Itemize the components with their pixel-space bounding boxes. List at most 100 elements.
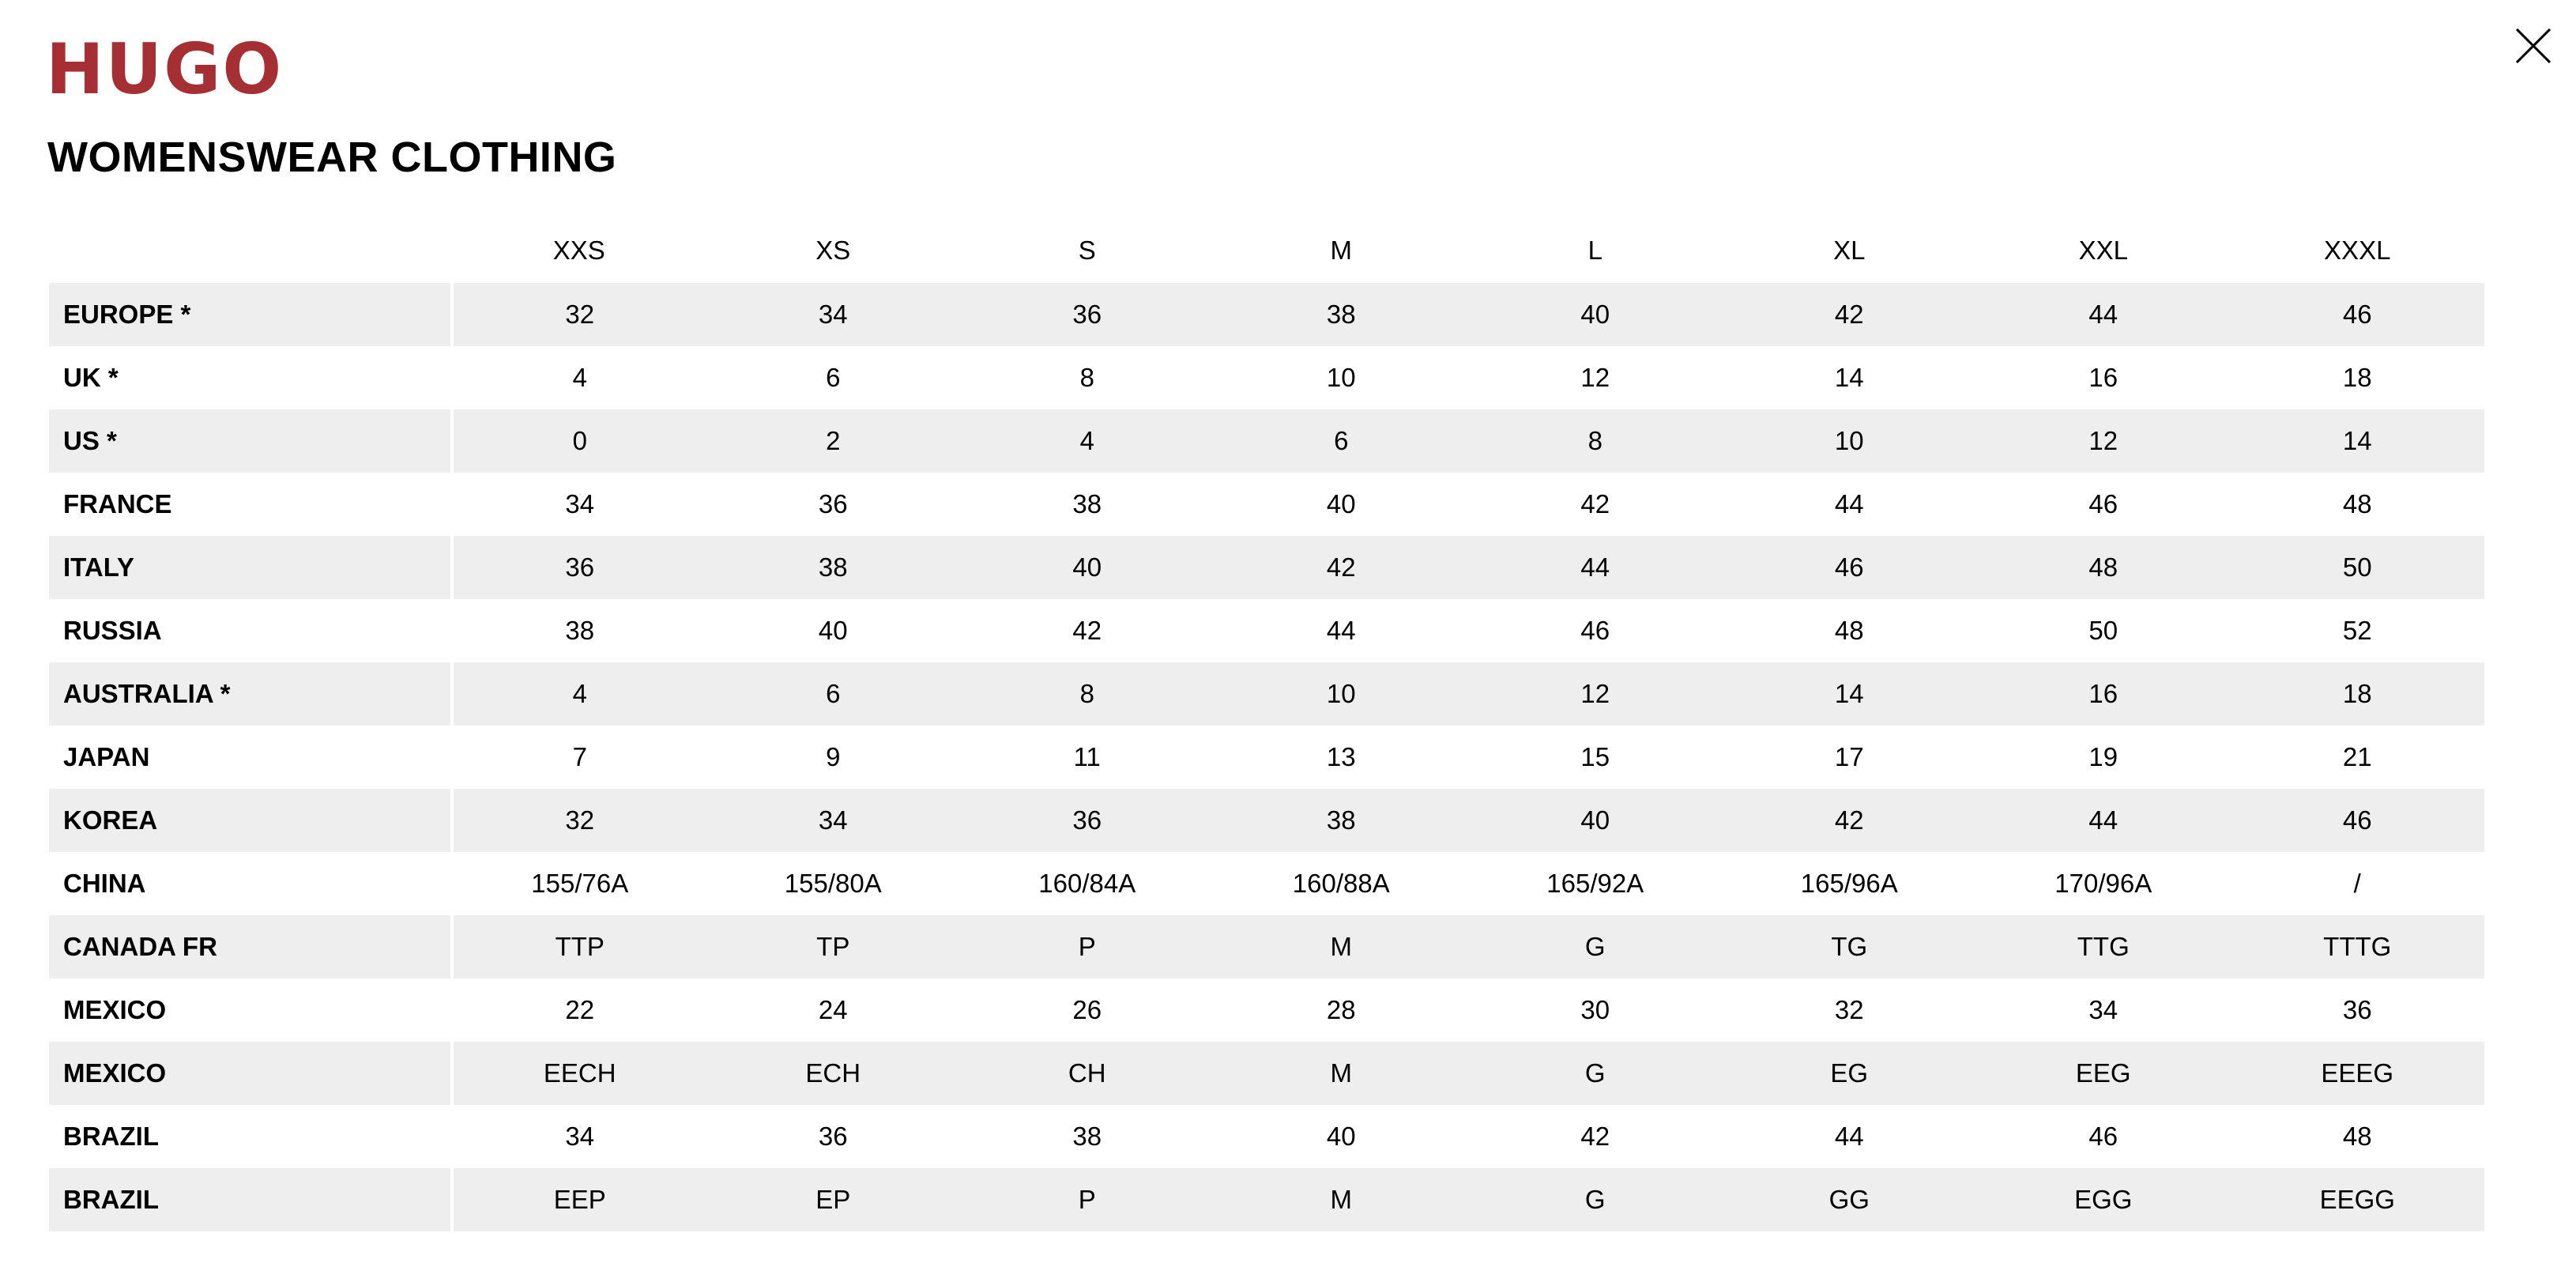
size-cell: 40 <box>1326 489 1356 518</box>
size-cell: 24 <box>818 995 848 1024</box>
size-cell: 22 <box>565 995 595 1024</box>
size-cell: 14 <box>1722 662 1976 726</box>
size-cell: 36 <box>960 789 1215 852</box>
size-cell: 40 <box>960 536 1215 599</box>
size-cell: CH <box>960 1042 1215 1105</box>
size-cell: 10 <box>1214 662 1468 726</box>
size-cell: 40 <box>1326 1122 1356 1151</box>
table-row: CHINA 155/76A 155/80A 160/84A 160/88A 165/92A… <box>49 852 2484 915</box>
size-cell: 160/84A <box>1038 869 1136 898</box>
region-label: EUROPE * <box>49 283 454 346</box>
size-cell: 44 <box>1468 536 1723 599</box>
region-label: UK * <box>49 346 454 409</box>
size-cell: 34 <box>706 283 960 346</box>
table-row: UK * 4 6 8 10 12 14 16 18 <box>49 346 2484 409</box>
size-cell: 4 <box>572 363 587 392</box>
size-cell: 160/88A <box>1292 869 1390 898</box>
size-cell: 40 <box>818 616 848 645</box>
table-row: KOREA 32 34 36 38 40 42 44 46 <box>49 789 2484 852</box>
size-cell: EEEG <box>2230 1042 2484 1105</box>
table-row: US * 0 2 4 6 8 10 12 14 <box>49 409 2484 473</box>
size-cell: 4 <box>452 662 706 726</box>
size-cell: 48 <box>1834 616 1864 645</box>
size-chart-table: XXS XS S M L XL XXL XXXL EUROPE * 32 34 36 38 40 42 44… <box>49 218 2486 1231</box>
size-cell: 42 <box>1580 489 1610 518</box>
size-cell: 46 <box>1580 616 1610 645</box>
size-cell: 52 <box>2342 616 2372 645</box>
size-cell: 34 <box>706 789 960 852</box>
size-cell: EP <box>706 1168 960 1231</box>
size-cell: EEP <box>452 1168 706 1231</box>
size-cell: EGG <box>1976 1168 2231 1231</box>
size-header: XXL <box>2078 236 2128 265</box>
table-row: MEXICO EECH ECH CH M G EG EEG EEEG <box>49 1042 2484 1105</box>
hugo-logo: HUGO <box>46 28 284 110</box>
size-cell: 28 <box>1326 995 1356 1024</box>
size-cell: 44 <box>1834 489 1864 518</box>
size-cell: 8 <box>1468 409 1723 473</box>
size-cell: G <box>1468 1168 1723 1231</box>
size-cell: 44 <box>1326 616 1356 645</box>
region-label: MEXICO <box>49 1042 454 1105</box>
size-cell: 19 <box>2088 742 2118 771</box>
size-cell: G <box>1468 915 1723 978</box>
region-label: CHINA <box>49 852 454 915</box>
size-cell: 18 <box>2230 662 2484 726</box>
size-header: XL <box>1833 236 1866 265</box>
size-cell: 42 <box>1722 789 1976 852</box>
table-row: CANADA FR TTP TP P M G TG TTG TTTG <box>49 915 2484 978</box>
size-cell: TTTG <box>2230 915 2484 978</box>
size-cell: 36 <box>818 1122 848 1151</box>
size-cell: 14 <box>1834 363 1864 392</box>
size-cell: P <box>960 915 1215 978</box>
page-title: WOMENSWEAR CLOTHING <box>47 134 617 181</box>
size-cell: 38 <box>1214 283 1468 346</box>
size-cell: 11 <box>1073 742 1101 771</box>
region-label: FRANCE <box>49 473 454 536</box>
size-cell: 44 <box>1834 1122 1864 1151</box>
size-cell: 46 <box>2088 1122 2118 1151</box>
size-cell: 12 <box>1580 363 1610 392</box>
size-cell: 38 <box>1214 789 1468 852</box>
size-cell: 42 <box>1214 536 1468 599</box>
size-cell: 50 <box>2230 536 2484 599</box>
size-cell: 40 <box>1468 283 1723 346</box>
size-cell: G <box>1468 1042 1723 1105</box>
size-cell: 6 <box>1214 409 1468 473</box>
size-cell: 8 <box>1079 363 1094 392</box>
table-row: JAPAN 7 9 11 13 15 17 19 21 <box>49 726 2484 789</box>
size-cell: 38 <box>1072 1122 1102 1151</box>
close-icon[interactable] <box>2515 28 2552 64</box>
size-cell: / <box>2353 869 2361 898</box>
size-cell: EEG <box>1976 1042 2231 1105</box>
size-header: L <box>1587 236 1602 265</box>
size-cell: 34 <box>565 489 595 518</box>
region-label: AUSTRALIA * <box>49 662 454 726</box>
region-label: CANADA FR <box>49 915 454 978</box>
table-row: MEXICO 22 24 26 28 30 32 34 36 <box>49 978 2484 1042</box>
size-cell: 50 <box>2088 616 2118 645</box>
size-cell: 32 <box>1834 995 1864 1024</box>
size-cell: 18 <box>2342 363 2372 392</box>
size-cell: M <box>1214 1168 1468 1231</box>
size-cell: 38 <box>565 616 595 645</box>
size-cell: 8 <box>960 662 1215 726</box>
size-cell: 32 <box>452 283 706 346</box>
size-cell: 165/96A <box>1800 869 1898 898</box>
size-cell: 2 <box>706 409 960 473</box>
region-label: BRAZIL <box>49 1168 454 1231</box>
size-cell: 155/76A <box>531 869 629 898</box>
size-cell: 12 <box>1976 409 2231 473</box>
region-label: KOREA <box>49 789 454 852</box>
size-cell: 13 <box>1326 742 1356 771</box>
size-cell: 40 <box>1468 789 1723 852</box>
size-cell: 34 <box>2088 995 2118 1024</box>
size-cell: 48 <box>1976 536 2231 599</box>
size-header: XS <box>815 236 851 265</box>
size-cell: 36 <box>818 489 848 518</box>
size-cell: 21 <box>2342 742 2372 771</box>
size-cell: 36 <box>452 536 706 599</box>
size-cell: 17 <box>1834 742 1864 771</box>
size-cell: EECH <box>452 1042 706 1105</box>
size-cell: 46 <box>2230 789 2484 852</box>
